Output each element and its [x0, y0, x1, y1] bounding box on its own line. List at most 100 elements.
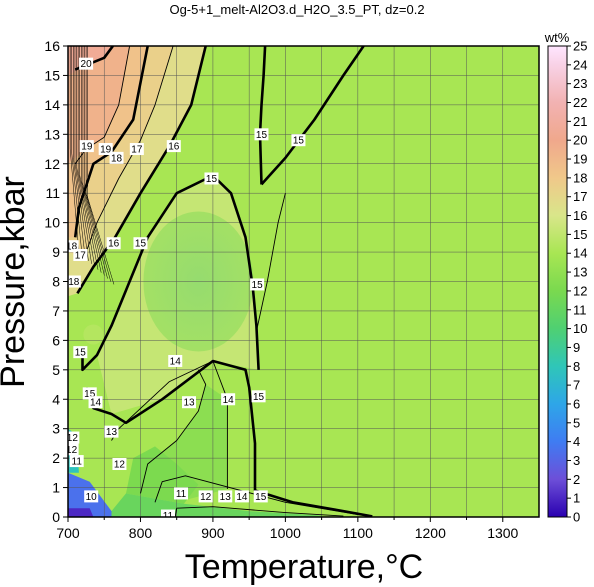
contour-label: 14 [221, 393, 236, 406]
x-tick-label: 1100 [343, 525, 373, 541]
colorbar-tick-label: 4 [573, 434, 580, 449]
colorbar-tick-label: 15 [573, 227, 587, 242]
contour-line-minor [82, 46, 105, 276]
colorbar-ticks: 0123456789101112131415161718192021222324… [567, 39, 587, 525]
contour-label-text: 16 [168, 142, 180, 153]
colorbar-tick-label: 23 [573, 76, 587, 91]
contour-label: 11 [69, 455, 84, 468]
y-tick-label: 3 [52, 421, 60, 437]
colorbar-tick-label: 2 [573, 472, 580, 487]
y-tick-label: 1 [52, 480, 60, 496]
y-tick-label: 16 [44, 38, 60, 54]
y-tick-label: 6 [52, 332, 60, 348]
contour-label-text: 15 [75, 348, 87, 359]
contour-label-box [291, 134, 306, 147]
contour-label: 17 [129, 143, 144, 156]
contour-label-box [198, 490, 213, 503]
contour-label-box [133, 237, 148, 250]
colorbar-tick-label: 7 [573, 378, 580, 393]
contour-label-box [129, 143, 144, 156]
contour-line-16 [76, 46, 207, 294]
colorbar-tick-label: 16 [573, 208, 587, 223]
x-tick-label: 700 [56, 525, 80, 541]
colorbar-tick-label: 1 [573, 491, 580, 506]
contour-label-box [109, 151, 124, 164]
contour-line-minor [69, 46, 80, 253]
contour-label-box [73, 249, 88, 262]
contour-label: 13 [218, 490, 233, 503]
contour-line-minor [85, 46, 111, 282]
contour-label-text: 12 [114, 460, 126, 471]
contour-label: 10 [84, 490, 99, 503]
y-tick-label: 11 [45, 185, 60, 201]
contour-label-box [166, 140, 181, 153]
contour-label-box [69, 455, 84, 468]
contour-label: 11 [160, 509, 175, 517]
contour-line-minor [87, 46, 115, 285]
contour-line-minor [73, 46, 86, 258]
x-tick-label: 1300 [487, 525, 518, 541]
contour-line-15 [255, 193, 286, 332]
contour-label-text: 14 [223, 395, 235, 406]
contour-label-text: 19 [100, 145, 112, 156]
contour-label-box [88, 396, 103, 409]
contour-line-minor [77, 46, 96, 267]
contour-label-box [68, 275, 81, 288]
x-tick-label: 1000 [270, 525, 301, 541]
contour-label-box [174, 487, 189, 500]
x-tick-label: 800 [129, 525, 153, 541]
contour-label-text: 13 [106, 427, 118, 438]
colorbar-fill [547, 45, 568, 518]
contour-label-box [73, 346, 88, 359]
contour-label-box [104, 425, 119, 438]
contour-label-text: 15 [135, 239, 147, 250]
contour-label: 12 [198, 490, 213, 503]
contour-label-text: 15 [293, 136, 305, 147]
contour-line-15 [260, 46, 365, 186]
contour-line-11 [174, 506, 344, 517]
contour-label-box [218, 490, 233, 503]
contour-label: 14 [168, 354, 183, 367]
contour-line-18 [73, 46, 149, 238]
contour-label-text: 14 [236, 492, 248, 503]
colorbar-tick-label: 22 [573, 95, 587, 110]
contour-label-text: 11 [72, 457, 83, 468]
y-tick-label: 7 [52, 303, 60, 319]
y-axis-title: Pressure,kbar [0, 176, 32, 388]
contour-label: 15 [253, 490, 268, 503]
contour-label-text: 10 [86, 492, 98, 503]
contour-label-box [254, 128, 269, 141]
contour-label: 18 [109, 151, 124, 164]
contour-label: 16 [106, 237, 121, 250]
colorbar-tick-label: 25 [573, 39, 587, 54]
contour-label: 15 [73, 346, 88, 359]
contour-label: 13 [182, 396, 197, 409]
colorbar-tick-label: 20 [573, 133, 587, 148]
contour-label: 11 [174, 487, 189, 500]
x-tick-label: 1200 [415, 525, 446, 541]
colorbar-tick-label: 9 [573, 340, 580, 355]
colorbar-tick-label: 14 [573, 246, 587, 261]
colorbar-label: wt% [544, 30, 570, 45]
contour-label-box [79, 57, 94, 70]
chart-title: Og-5+1_melt-Al2O3.d_H2O_3.5_PT, dz=0.2 [169, 2, 424, 17]
contour-label-box [221, 393, 236, 406]
contour-label: 18 [66, 240, 79, 253]
contour-line-minor [74, 46, 89, 261]
field-min [68, 508, 94, 517]
y-tick-label: 12 [44, 156, 60, 172]
colorbar-tick-label: 11 [573, 302, 587, 317]
contour-label-box [182, 396, 197, 409]
contour-label: 12 [68, 431, 80, 444]
x-axis-title: Temperature,°C [185, 548, 423, 586]
contour-label: 15 [291, 134, 306, 147]
contour-label-text: 18 [66, 242, 78, 253]
contour-label-text: 14 [170, 356, 182, 367]
contour-label-box [251, 390, 266, 403]
contour-label-box [68, 240, 79, 253]
contour-label-text: 17 [131, 145, 143, 156]
